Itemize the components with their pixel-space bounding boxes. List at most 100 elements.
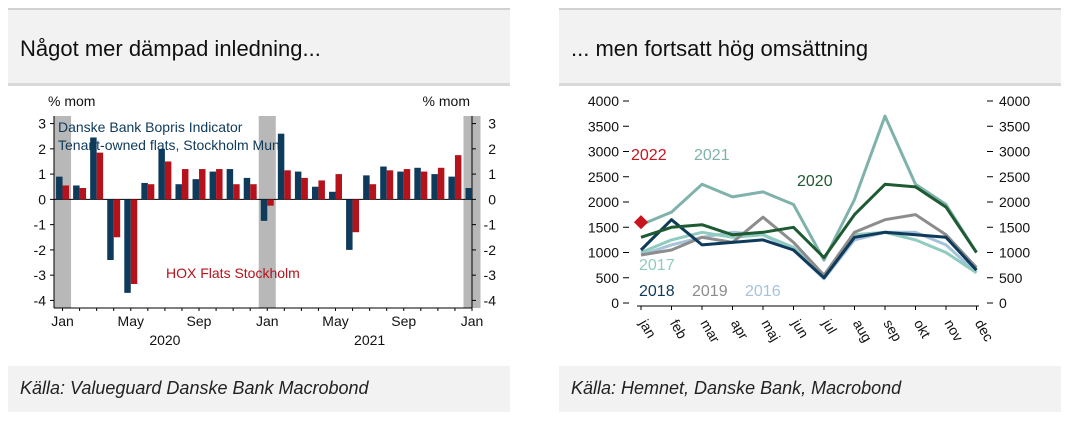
legend-label-2021: 2021 <box>694 147 730 164</box>
x-category-label: sep <box>880 317 905 345</box>
bar-bopris <box>192 179 200 200</box>
bar-bopris <box>124 199 131 293</box>
bar-hox <box>284 170 291 200</box>
y-tick-label-left: 1 <box>38 166 46 182</box>
x-month-label: Jan <box>461 313 484 329</box>
right-chart: 0 0 500 500 1000 1000 1500 1500 2000 2000 2500 2500… <box>588 93 1031 346</box>
left-divider <box>8 83 510 86</box>
bar-hox <box>164 161 172 200</box>
y-tick-label-right: 1500 <box>999 219 1030 235</box>
x-category-label: apr <box>728 317 752 343</box>
x-year-label: 2020 <box>149 332 180 348</box>
y-tick-label-left: 3500 <box>588 118 619 134</box>
x-category-label: aug <box>850 317 876 345</box>
bar-bopris <box>226 169 234 200</box>
bar-hox <box>216 169 223 200</box>
shaded-month-band-0 <box>54 116 72 308</box>
y-unit-label-right: % mom <box>423 93 470 109</box>
y-tick-label-right: -2 <box>484 242 497 258</box>
y-tick-label-left: 500 <box>596 270 620 286</box>
legend-label-2017: 2017 <box>639 257 675 274</box>
series-label-bopris-line2: Tenant-owned flats, Stockholm Muni <box>58 137 283 153</box>
x-category-label: dec <box>972 317 997 345</box>
bar-bopris <box>277 133 285 200</box>
legend-label-2020: 2020 <box>797 173 833 190</box>
y-tick-label-left: 3000 <box>588 144 619 160</box>
bar-bopris <box>448 176 455 200</box>
bar-hox <box>62 185 70 200</box>
y-tick-label-left: 0 <box>38 191 46 207</box>
x-category-label: nov <box>941 317 966 345</box>
y-tick-label-left: 3 <box>38 116 46 132</box>
y-tick-label-left: 0 <box>611 295 619 311</box>
legend-label-2019: 2019 <box>692 283 728 300</box>
bar-hox <box>147 184 155 200</box>
legend-label-2018: 2018 <box>639 283 675 300</box>
bar-bopris <box>311 186 319 200</box>
left-footer: Källa: Valueguard Danske Bank Macrobond <box>8 366 510 412</box>
bar-bopris <box>431 174 438 200</box>
y-tick-label-right: 1000 <box>999 245 1030 261</box>
y-tick-label-left: 2000 <box>588 194 619 210</box>
bar-hox <box>335 174 342 200</box>
bar-bopris <box>294 171 302 200</box>
bar-hox <box>369 184 377 200</box>
y-tick-label-right: 1 <box>488 166 496 182</box>
x-category-label: jul <box>819 316 840 337</box>
y-tick-label-left: -3 <box>34 267 47 283</box>
x-month-label: Jan <box>51 313 74 329</box>
bar-hox <box>130 199 138 284</box>
y-tick-label-left: -4 <box>34 292 47 308</box>
bar-bopris <box>158 148 165 200</box>
right-divider <box>559 83 1061 86</box>
bar-hox <box>233 184 240 200</box>
bar-hox <box>318 180 325 200</box>
bar-hox <box>181 169 189 200</box>
bar-hox <box>301 177 308 200</box>
bar-bopris <box>73 185 80 200</box>
bar-hox <box>352 199 360 233</box>
y-tick-label-right: 4000 <box>999 93 1030 109</box>
bar-hox <box>96 152 104 200</box>
right-panel: ... men fortsatt hög omsättning 0 0 500 500… <box>559 8 1061 412</box>
x-month-label: Sep <box>391 313 416 329</box>
series-line-2018 <box>639 218 978 280</box>
right-title: ... men fortsatt hög omsättning <box>571 36 869 61</box>
bar-hox <box>199 169 206 200</box>
series-marker-2022 <box>633 215 649 230</box>
y-tick-label-left: 1000 <box>588 245 619 261</box>
left-title: Något mer dämpad inledning... <box>20 36 321 61</box>
left-header: Något mer dämpad inledning... <box>8 8 510 83</box>
bar-bopris <box>243 177 251 200</box>
bar-hox <box>386 170 394 200</box>
y-tick-label-right: 3500 <box>999 118 1030 134</box>
x-month-label: Jan <box>256 313 279 329</box>
bar-hox <box>250 184 257 200</box>
x-year-label: 2021 <box>354 332 385 348</box>
bar-bopris <box>329 191 336 200</box>
bar-hox <box>113 199 121 238</box>
y-tick-label-right: 3000 <box>999 144 1030 160</box>
y-tick-label-right: -1 <box>484 217 497 233</box>
x-category-label: mar <box>697 317 723 346</box>
y-tick-label-right: 3 <box>488 116 496 132</box>
bar-hox <box>437 167 445 200</box>
bar-bopris <box>346 199 353 250</box>
series-line-2021 <box>640 114 978 262</box>
left-source: Källa: Valueguard Danske Bank Macrobond <box>20 378 369 398</box>
series-line-2020 <box>640 182 978 260</box>
series-label-bopris-line1: Danske Bank Bopris Indicator <box>58 119 243 135</box>
bar-hox <box>403 169 411 200</box>
x-category-label: jan <box>636 316 660 341</box>
y-tick-label-right: -3 <box>484 267 497 283</box>
bar-bopris <box>107 199 114 260</box>
legend-label-2016: 2016 <box>745 283 781 300</box>
bar-bopris <box>141 182 148 200</box>
y-unit-label-left: % mom <box>48 93 95 109</box>
x-month-label: May <box>118 313 144 329</box>
bar-bopris <box>465 188 472 200</box>
y-tick-label-right: -4 <box>484 292 497 308</box>
bar-bopris <box>56 176 63 200</box>
x-category-label: maj <box>758 317 783 345</box>
